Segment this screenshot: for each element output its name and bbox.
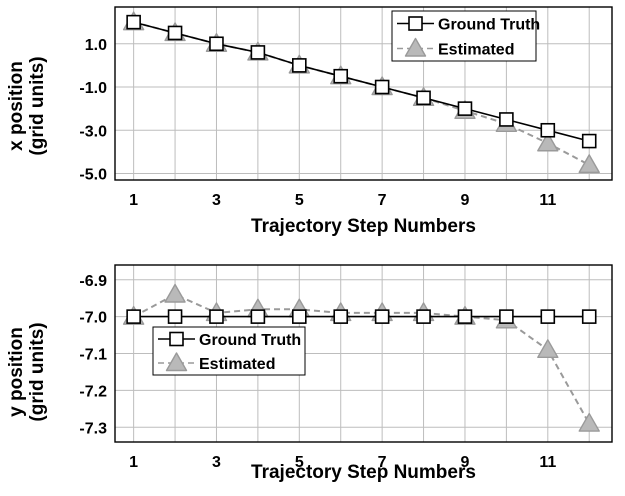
data-point-ground-truth bbox=[374, 79, 390, 95]
chart-panel-1: 1 3 5 7 9 11 1.0 -1.0 -3.0 -5.0 Trajectory Step Nu… bbox=[6, 6, 613, 237]
x-tick-label: 11 bbox=[539, 454, 556, 471]
x-axis-label: Trajectory Step Numbers bbox=[251, 216, 476, 237]
y-tick-label: -5.0 bbox=[79, 167, 107, 184]
y-axis-label: x position bbox=[6, 61, 27, 151]
x-tick-label: 3 bbox=[212, 192, 221, 209]
data-point-ground-truth bbox=[499, 112, 514, 127]
data-point-ground-truth bbox=[374, 309, 390, 324]
data-point-ground-truth bbox=[333, 68, 349, 84]
data-point-ground-truth bbox=[540, 309, 556, 324]
data-point-ground-truth bbox=[581, 133, 597, 149]
legend-label: Ground Truth bbox=[438, 17, 540, 34]
y-tick-label: -6.9 bbox=[79, 273, 107, 290]
y-axis-label: (grid units) bbox=[27, 322, 48, 421]
data-point-ground-truth bbox=[209, 309, 224, 324]
legend-marker-triangle bbox=[165, 352, 188, 372]
data-point-ground-truth bbox=[292, 58, 307, 73]
data-point-ground-truth bbox=[416, 309, 431, 324]
legend-marker-square bbox=[169, 331, 184, 347]
data-point-ground-truth bbox=[126, 14, 141, 30]
axes-frame bbox=[114, 264, 613, 443]
data-point-ground-truth bbox=[250, 45, 266, 60]
x-tick-label: 9 bbox=[461, 192, 470, 209]
legend-label: Ground Truth bbox=[199, 332, 301, 349]
legend-label: Estimated bbox=[438, 42, 514, 59]
data-point-estimated bbox=[537, 339, 559, 359]
y-tick-label: -7.3 bbox=[79, 420, 107, 437]
data-point-estimated bbox=[164, 283, 186, 303]
data-point-ground-truth bbox=[499, 309, 514, 324]
data-point-ground-truth bbox=[457, 309, 473, 324]
data-point-ground-truth bbox=[167, 25, 183, 41]
y-tick-label: -7.0 bbox=[79, 310, 107, 327]
x-tick-label: 7 bbox=[378, 454, 387, 471]
data-point-ground-truth bbox=[292, 309, 307, 324]
data-point-ground-truth bbox=[457, 101, 473, 116]
data-point-ground-truth bbox=[581, 309, 597, 324]
legend-marker-square bbox=[408, 16, 423, 31]
data-point-ground-truth bbox=[250, 309, 266, 324]
y-tick-label: 1.0 bbox=[85, 37, 107, 54]
x-tick-label: 11 bbox=[539, 192, 556, 209]
y-axis-label: (grid units) bbox=[27, 56, 48, 155]
y-tick-label: -7.2 bbox=[79, 383, 107, 400]
x-tick-label: 7 bbox=[378, 192, 387, 209]
x-tick-label: 1 bbox=[129, 454, 138, 471]
x-tick-label: 9 bbox=[461, 454, 470, 471]
legend: Ground Truth Estimated bbox=[391, 10, 540, 62]
data-point-ground-truth bbox=[126, 309, 141, 324]
data-point-ground-truth bbox=[167, 309, 183, 324]
chart-panel-2: 1 3 5 7 9 11 -6.9 -7.0 -7.1 -7.2 -7.3 Trajectory St… bbox=[6, 264, 613, 483]
y-tick-label: -1.0 bbox=[79, 80, 107, 97]
x-tick-label: 5 bbox=[295, 454, 304, 471]
data-point-ground-truth bbox=[416, 90, 431, 106]
x-tick-label: 1 bbox=[129, 192, 138, 209]
legend-label: Estimated bbox=[199, 356, 275, 373]
data-point-ground-truth bbox=[540, 122, 556, 138]
y-tick-label: -3.0 bbox=[79, 123, 107, 140]
data-point-estimated bbox=[537, 132, 559, 152]
legend-marker-triangle bbox=[404, 37, 427, 57]
y-tick-label: -7.1 bbox=[79, 347, 107, 364]
data-point-ground-truth bbox=[333, 309, 349, 324]
y-axis-label: y position bbox=[6, 327, 27, 417]
x-tick-label: 5 bbox=[295, 192, 304, 209]
axes-frame bbox=[114, 6, 613, 181]
x-axis-label: Trajectory Step Numbers bbox=[251, 462, 476, 483]
legend: Ground Truth Estimated bbox=[152, 326, 306, 376]
x-tick-label: 3 bbox=[212, 454, 221, 471]
data-point-estimated bbox=[578, 412, 600, 432]
data-point-ground-truth bbox=[209, 36, 224, 52]
data-point-estimated bbox=[578, 154, 600, 174]
